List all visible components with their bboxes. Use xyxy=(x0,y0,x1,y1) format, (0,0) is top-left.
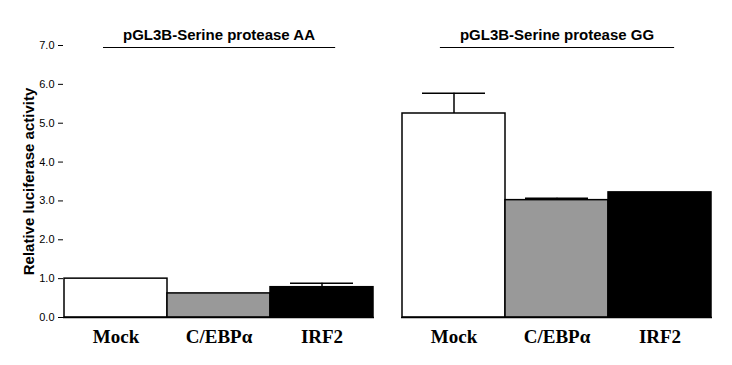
svg-text:7.0: 7.0 xyxy=(39,39,54,51)
svg-text:6.0: 6.0 xyxy=(39,78,54,90)
svg-text:Mock: Mock xyxy=(431,326,478,347)
svg-text:pGL3B-Serine protease GG: pGL3B-Serine protease GG xyxy=(460,26,654,43)
svg-text:C/EBPα: C/EBPα xyxy=(524,326,591,347)
svg-text:C/EBPα: C/EBPα xyxy=(186,326,253,347)
svg-text:pGL3B-Serine protease AA: pGL3B-Serine protease AA xyxy=(123,26,315,43)
svg-text:5.0: 5.0 xyxy=(39,117,54,129)
svg-text:0.0: 0.0 xyxy=(39,311,54,323)
svg-text:2.0: 2.0 xyxy=(39,233,54,245)
svg-text:Mock: Mock xyxy=(93,326,140,347)
svg-text:4.0: 4.0 xyxy=(39,156,54,168)
svg-text:IRF2: IRF2 xyxy=(301,326,343,347)
svg-text:1.0: 1.0 xyxy=(39,272,54,284)
svg-text:IRF2: IRF2 xyxy=(639,326,681,347)
svg-text:Relative luciferase activity: Relative luciferase activity xyxy=(20,87,37,275)
svg-text:3.0: 3.0 xyxy=(39,194,54,206)
